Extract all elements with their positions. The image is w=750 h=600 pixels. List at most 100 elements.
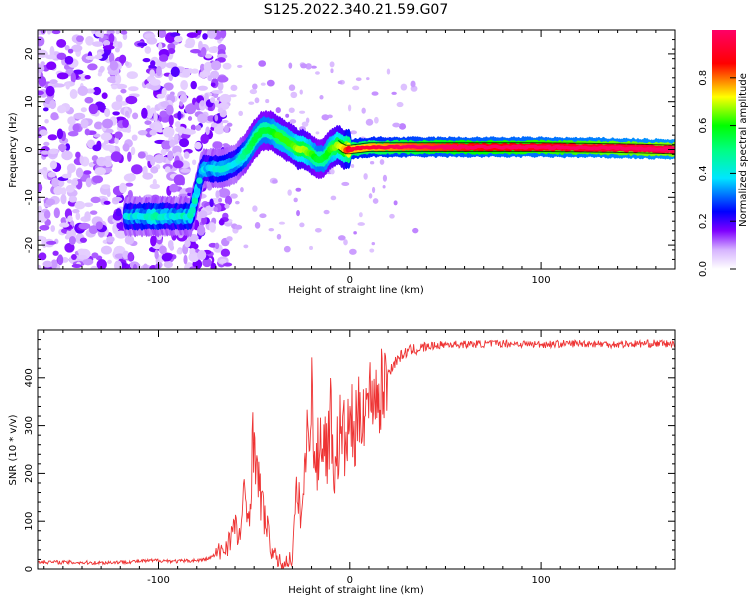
noise-speckle <box>64 242 75 253</box>
noise-speckle <box>77 248 86 255</box>
noise-speckle <box>84 96 94 104</box>
noise-speckle <box>43 210 51 219</box>
noise-speckle <box>40 30 46 35</box>
noise-speckle <box>184 42 195 49</box>
noise-speckle <box>349 248 357 255</box>
noise-speckle <box>226 122 233 127</box>
noise-speckle <box>309 245 314 251</box>
colorbar-tick-label: 0.4 <box>698 165 709 181</box>
noise-speckle <box>61 150 73 161</box>
noise-speckle <box>199 63 205 72</box>
noise-speckle <box>323 209 330 215</box>
noise-speckle <box>240 187 244 193</box>
ridge-cell <box>191 197 199 205</box>
noise-speckle <box>365 118 374 126</box>
colorbar-tick-label: 0.6 <box>698 118 709 134</box>
noise-speckle <box>71 263 82 269</box>
noise-speckle <box>182 68 191 78</box>
noise-speckle <box>131 134 138 141</box>
noise-speckle <box>90 265 98 269</box>
noise-speckle <box>49 99 57 110</box>
noise-speckle <box>117 41 123 49</box>
noise-speckle <box>114 262 119 269</box>
noise-speckle <box>64 55 74 65</box>
noise-speckle <box>142 172 154 180</box>
noise-speckle <box>75 151 81 159</box>
noise-speckle <box>60 194 67 205</box>
noise-speckle <box>142 58 151 63</box>
noise-speckle <box>200 133 209 145</box>
noise-speckle <box>92 86 102 96</box>
noise-speckle <box>132 112 139 120</box>
noise-speckle <box>243 244 249 249</box>
noise-speckle <box>88 225 99 234</box>
colorbar-tick-label: 0.2 <box>698 213 709 229</box>
noise-speckle <box>300 63 308 69</box>
noise-speckle <box>176 248 181 255</box>
noise-speckle <box>150 60 156 67</box>
noise-speckle <box>101 92 108 100</box>
noise-speckle <box>210 262 217 269</box>
noise-speckle <box>149 183 161 190</box>
noise-speckle <box>210 60 222 71</box>
noise-speckle <box>289 119 297 124</box>
noise-speckle <box>42 260 53 268</box>
noise-speckle <box>197 85 208 91</box>
noise-speckle <box>61 173 71 179</box>
noise-speckle <box>144 120 152 125</box>
noise-speckle <box>221 120 229 124</box>
noise-speckle <box>67 48 74 54</box>
noise-speckle <box>220 248 231 257</box>
noise-speckle <box>100 245 112 255</box>
noise-speckle <box>214 242 220 250</box>
noise-speckle <box>211 89 223 94</box>
noise-speckle <box>52 250 59 256</box>
noise-speckle <box>39 224 50 231</box>
noise-speckle <box>223 262 233 267</box>
noise-speckle <box>46 61 57 71</box>
noise-speckle <box>189 266 197 269</box>
noise-speckle <box>92 175 104 184</box>
noise-speckle <box>184 129 196 135</box>
noise-speckle <box>120 30 128 35</box>
noise-speckle <box>92 144 102 152</box>
noise-speckle <box>234 224 243 230</box>
noise-speckle <box>192 159 197 166</box>
ridge-cell <box>187 212 194 219</box>
noise-speckle <box>156 65 162 77</box>
noise-speckle <box>184 264 189 269</box>
noise-speckle <box>293 197 298 203</box>
noise-speckle <box>50 112 59 121</box>
noise-speckle <box>224 124 230 133</box>
noise-speckle <box>368 193 373 199</box>
noise-speckle <box>38 49 47 54</box>
noise-speckle <box>161 87 167 97</box>
noise-speckle <box>42 107 49 112</box>
noise-speckle <box>88 103 99 115</box>
noise-speckle <box>80 107 87 113</box>
noise-speckle <box>73 112 86 120</box>
noise-speckle <box>288 62 293 69</box>
noise-speckle <box>78 73 88 81</box>
noise-speckle <box>373 116 379 124</box>
noise-speckle <box>95 221 104 230</box>
noise-speckle <box>315 131 320 135</box>
noise-speckle <box>350 164 355 168</box>
noise-speckle <box>115 74 122 85</box>
noise-speckle <box>202 33 208 40</box>
noise-speckle <box>183 151 190 159</box>
snr-x-axis-label: Height of straight line (km) <box>288 585 424 596</box>
noise-speckle <box>173 35 183 43</box>
noise-speckle <box>131 164 143 175</box>
noise-speckle <box>163 82 174 91</box>
noise-speckle <box>157 30 167 39</box>
noise-speckle <box>111 101 123 111</box>
noise-speckle <box>95 31 104 38</box>
noise-speckle <box>84 128 90 136</box>
noise-speckle <box>38 182 43 193</box>
noise-speckle <box>49 160 58 170</box>
noise-speckle <box>77 254 88 260</box>
noise-speckle <box>190 68 199 74</box>
